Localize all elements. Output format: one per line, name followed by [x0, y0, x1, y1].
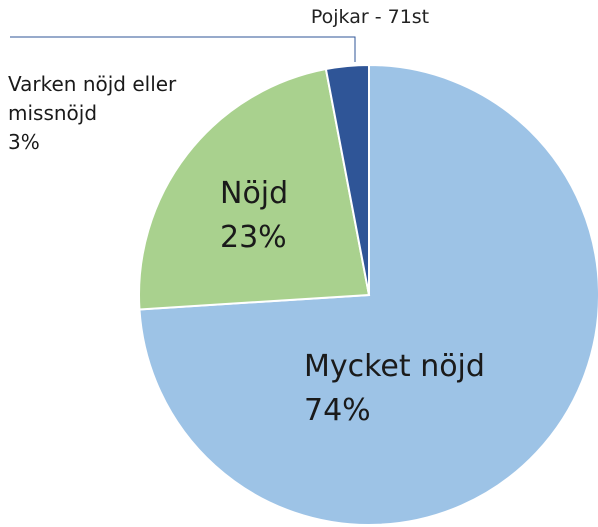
value-label: 23% — [220, 219, 287, 255]
category-label: Nöjd — [220, 176, 289, 211]
value-label: 3% — [8, 130, 40, 154]
pie-slice — [138, 67, 371, 311]
leader-line — [10, 36, 356, 62]
category-label: Mycket nöjd — [304, 349, 485, 384]
chart-title: Pojkar - 71st — [310, 6, 430, 28]
category-label: Varken nöjd eller missnöjd — [8, 72, 177, 125]
slice-label: Varken nöjd eller missnöjd 3% — [8, 70, 223, 157]
pie-slice — [324, 63, 370, 296]
slice-label: Mycket nöjd 74% — [304, 345, 564, 432]
pie-slice — [138, 63, 598, 526]
value-label: 74% — [304, 392, 371, 428]
slice-label: Nöjd 23% — [220, 172, 360, 259]
